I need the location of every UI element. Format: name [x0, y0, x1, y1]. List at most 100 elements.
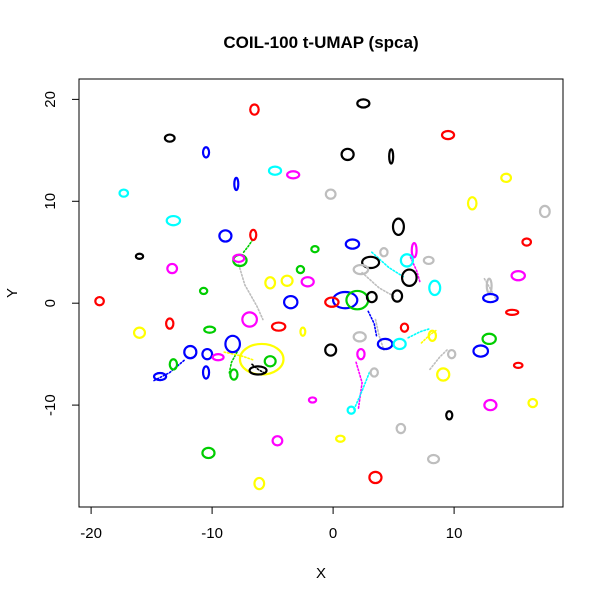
cluster-magenta — [510, 269, 526, 282]
x-tick-label: -20 — [80, 525, 102, 542]
cluster-red — [512, 361, 524, 370]
cluster-cyan — [118, 188, 130, 198]
cluster-gray — [379, 247, 389, 258]
x-axis-label: X — [316, 565, 326, 582]
cluster-gray — [369, 367, 379, 378]
cluster-magenta — [241, 311, 258, 328]
cluster-green — [481, 332, 497, 346]
y-tick-label: 20 — [42, 91, 59, 108]
chart-title: COIL-100 t-UMAP (spca) — [223, 33, 418, 52]
cluster-yellow — [466, 196, 478, 211]
cluster-yellow — [238, 342, 285, 376]
cluster-yellow — [280, 274, 294, 287]
trail-gray — [237, 263, 264, 321]
cluster-gray — [446, 348, 457, 360]
cluster-magenta — [300, 276, 315, 288]
cluster-blue — [201, 347, 214, 361]
cluster-blue — [332, 290, 359, 310]
x-tick-label: 10 — [446, 525, 463, 542]
cluster-red — [324, 296, 340, 308]
y-tick-label: -10 — [42, 394, 59, 416]
cluster-cyan — [399, 253, 415, 268]
cluster-gray — [352, 331, 367, 343]
y-axis-label: Y — [4, 288, 21, 298]
cluster-magenta — [271, 435, 284, 447]
trail-blue — [367, 310, 378, 338]
cluster-green — [310, 245, 320, 254]
cluster-red — [249, 228, 258, 242]
cluster-cyan — [428, 279, 442, 297]
cluster-yellow — [527, 397, 539, 409]
cluster-green — [201, 446, 216, 460]
cluster-black — [340, 147, 355, 162]
cluster-black — [400, 268, 418, 287]
cluster-gray — [426, 453, 441, 465]
cluster-red — [249, 103, 260, 116]
cluster-gray — [422, 255, 435, 266]
cluster-magenta — [307, 396, 318, 404]
cluster-yellow — [427, 329, 438, 342]
cluster-green — [203, 325, 217, 334]
cluster-black — [324, 343, 338, 357]
cluster-yellow — [253, 476, 266, 491]
trail-cyan — [407, 327, 431, 339]
cluster-magenta — [483, 398, 498, 412]
cluster-blue — [376, 337, 394, 351]
cluster-blue — [282, 294, 299, 310]
trail-green — [228, 348, 240, 376]
cluster-yellow — [132, 326, 147, 339]
trail-yellow — [223, 351, 256, 362]
trail-black — [251, 363, 267, 375]
cluster-magenta — [286, 170, 301, 180]
cluster-black — [163, 133, 176, 143]
cluster-yellow — [299, 326, 307, 337]
y-axis: -10 0 10 20 — [42, 91, 80, 416]
cluster-black — [356, 98, 371, 109]
cluster-black — [391, 289, 404, 303]
trail-gray — [361, 271, 395, 297]
trail-gray — [429, 348, 449, 371]
cluster-magenta — [232, 253, 246, 264]
cluster-red — [165, 317, 175, 330]
cluster-cyan — [392, 337, 407, 351]
cluster-blue — [344, 238, 361, 250]
cluster-cyan — [346, 405, 356, 415]
cluster-magenta — [211, 353, 225, 362]
cluster-yellow — [436, 367, 451, 382]
cluster-green — [198, 286, 209, 296]
cluster-black — [388, 148, 395, 165]
cluster-yellow — [335, 434, 346, 443]
cluster-magenta — [166, 262, 179, 275]
cluster-yellow — [264, 276, 277, 290]
cluster-green — [168, 358, 179, 371]
cluster-black — [248, 365, 268, 376]
cluster-blue — [218, 229, 233, 243]
cluster-black — [445, 410, 454, 421]
x-tick-label: 0 — [329, 525, 337, 542]
cluster-green — [263, 355, 277, 368]
trail-cyan — [370, 251, 405, 278]
cluster-blue — [183, 344, 198, 360]
cluster-blue — [224, 334, 242, 354]
cluster-black — [365, 290, 378, 304]
x-axis: -20 -10 0 10 — [80, 506, 463, 542]
cluster-red — [94, 295, 105, 307]
cluster-red — [505, 308, 520, 317]
cluster-blue — [152, 371, 168, 382]
cluster-gray — [324, 188, 337, 200]
cluster-red — [521, 237, 533, 247]
cluster-black — [361, 255, 381, 270]
cluster-red — [368, 470, 383, 485]
x-tick-label: -10 — [201, 525, 223, 542]
cluster-red — [270, 321, 287, 332]
y-tick-label: 10 — [42, 193, 59, 210]
cluster-gray — [395, 422, 407, 435]
cluster-cyan — [165, 214, 182, 227]
cluster-black — [134, 252, 145, 260]
cluster-magenta — [356, 347, 366, 361]
y-tick-label: 0 — [42, 299, 59, 307]
trail-magenta — [355, 361, 363, 410]
cluster-gray — [538, 204, 551, 219]
cluster-black — [391, 217, 405, 237]
